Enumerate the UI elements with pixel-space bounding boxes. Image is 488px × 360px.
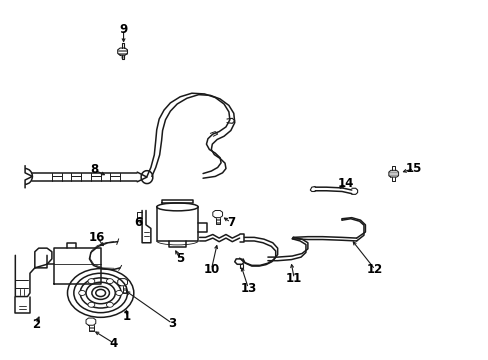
Text: 1: 1 [122, 310, 130, 324]
Circle shape [88, 302, 95, 307]
Text: 14: 14 [337, 177, 353, 190]
Text: 9: 9 [119, 23, 127, 36]
Text: 6: 6 [134, 216, 142, 229]
Circle shape [79, 291, 85, 296]
Circle shape [116, 291, 122, 296]
Text: 10: 10 [203, 263, 219, 276]
Circle shape [106, 302, 113, 307]
Text: 11: 11 [285, 272, 302, 285]
Text: 5: 5 [176, 252, 184, 265]
Text: 8: 8 [90, 163, 98, 176]
Circle shape [88, 279, 95, 284]
Text: 2: 2 [32, 318, 40, 331]
Text: 4: 4 [109, 337, 118, 350]
Text: 15: 15 [405, 162, 422, 175]
Circle shape [106, 279, 113, 284]
Text: 13: 13 [240, 282, 256, 295]
Text: 7: 7 [226, 216, 234, 229]
Text: 16: 16 [89, 231, 105, 244]
Circle shape [96, 289, 105, 297]
Text: 3: 3 [168, 317, 176, 330]
Text: 12: 12 [366, 263, 383, 276]
